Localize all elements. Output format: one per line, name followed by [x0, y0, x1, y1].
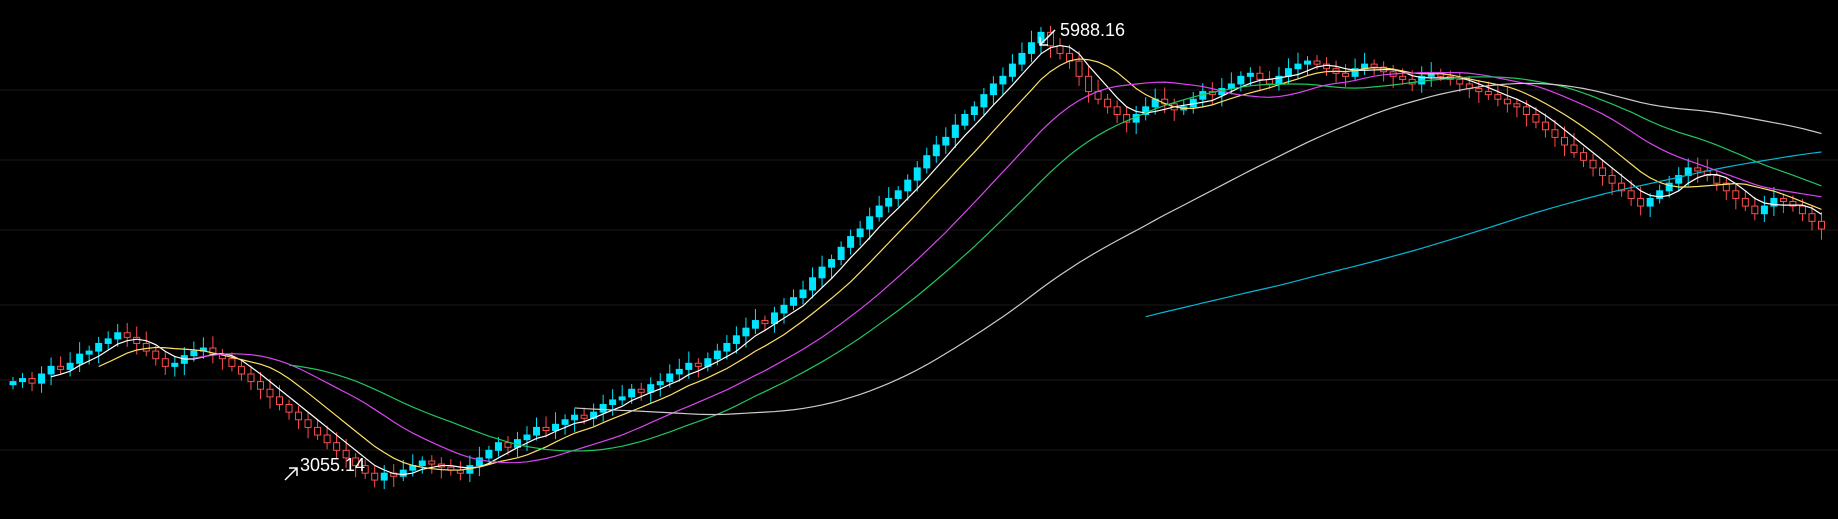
- chart-canvas: [0, 0, 1838, 519]
- candlestick-chart[interactable]: 5988.163055.14: [0, 0, 1838, 519]
